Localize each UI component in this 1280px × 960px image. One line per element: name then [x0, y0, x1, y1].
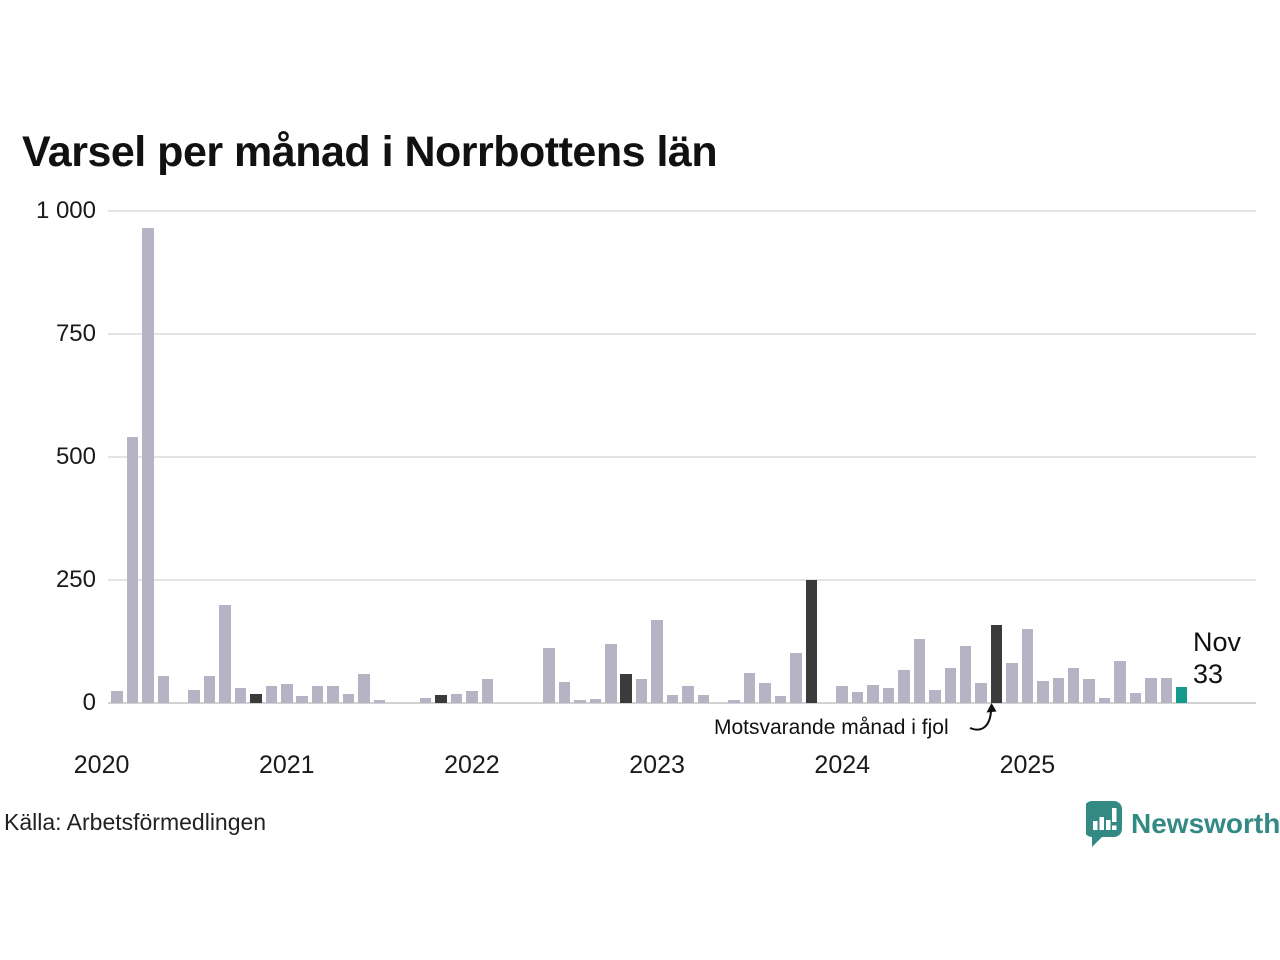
bar-2024-03 — [867, 684, 879, 703]
bar-2021-06 — [358, 673, 370, 703]
bar-2022-10 — [605, 643, 617, 703]
bar-2025-02 — [1037, 680, 1049, 703]
bar-2020-05 — [157, 675, 170, 703]
bar-2020-02 — [111, 690, 123, 703]
annotation-text: Motsvarande månad i fjol — [714, 716, 949, 739]
y-tick-label: 750 — [55, 319, 96, 347]
y-tick-label: 0 — [82, 689, 96, 716]
y-tick-label: 250 — [55, 565, 96, 593]
bar-2024-08 — [944, 668, 956, 703]
bar-2020-11-compare — [250, 693, 262, 703]
bar-2023-07 — [743, 672, 756, 703]
gridline — [108, 209, 1256, 212]
bar-2022-09 — [589, 698, 602, 703]
x-tick-label: 2024 — [814, 751, 871, 779]
chart-title: Varsel per månad i Norrbottens län — [22, 128, 718, 176]
bar-2020-08 — [203, 676, 216, 703]
bar-2021-04 — [327, 685, 339, 703]
newsworthy-logo-text: Newsworthy — [1131, 808, 1280, 839]
bar-2025-03 — [1052, 678, 1064, 703]
x-tick-label: 2022 — [444, 751, 500, 779]
bar-2025-06 — [1098, 697, 1111, 703]
bar-2024-01 — [836, 686, 848, 703]
bar-2025-07 — [1114, 661, 1126, 703]
bar-2025-04 — [1067, 668, 1080, 703]
bar-2025-09 — [1145, 678, 1157, 703]
bar-2023-03 — [682, 685, 694, 703]
bar-2023-11-compare — [805, 579, 818, 703]
bar-2024-04 — [882, 687, 895, 703]
bar-2024-05 — [898, 670, 910, 703]
x-tick-label: 2021 — [258, 751, 315, 779]
bar-2025-11-current — [1175, 686, 1188, 703]
bar-2024-09 — [959, 645, 972, 703]
bar-2021-10 — [419, 698, 432, 703]
bar-2021-07 — [373, 699, 386, 703]
bar-2022-02 — [481, 678, 494, 703]
bar-2022-01 — [466, 690, 478, 703]
source-note: Källa: Arbetsförmedlingen — [4, 809, 267, 835]
bar-2023-01 — [651, 620, 663, 703]
bar-2024-11-compare — [990, 625, 1003, 703]
x-axis-line — [108, 702, 1256, 704]
bar-2020-03 — [126, 437, 139, 703]
bar-2020-09 — [219, 604, 231, 703]
bar-2024-12 — [1006, 663, 1018, 703]
bar-2023-06 — [728, 699, 740, 703]
bar-2024-02 — [851, 692, 864, 703]
bar-2025-01 — [1021, 629, 1034, 703]
bar-2021-12 — [450, 693, 463, 703]
bar-2024-07 — [929, 690, 941, 703]
bar-2020-12 — [265, 686, 278, 703]
bar-2020-10 — [234, 687, 247, 703]
x-tick-label: 2025 — [999, 751, 1056, 779]
bar-2021-01 — [281, 683, 293, 703]
x-tick-label: 2020 — [73, 751, 130, 779]
annotation-arrow-icon — [969, 703, 997, 731]
bar-2021-03 — [311, 685, 324, 703]
current-month-value: 33 — [1193, 658, 1224, 689]
bar-2023-08 — [759, 682, 771, 703]
bar-2021-02 — [296, 696, 308, 703]
gridline — [108, 455, 1256, 458]
bar-2023-09 — [774, 696, 787, 703]
current-month-name: Nov — [1193, 627, 1242, 657]
bar-2022-07 — [558, 682, 571, 703]
bar-2025-10 — [1160, 677, 1173, 703]
annotation-fjol: Motsvarande månad i fjol — [714, 716, 949, 740]
current-month-label: Nov 33 — [1193, 627, 1241, 690]
bar-2023-04 — [697, 694, 710, 703]
bar-2021-11-compare — [435, 695, 447, 703]
bar-2023-02 — [666, 694, 679, 703]
gridline — [108, 332, 1256, 335]
x-tick-label: 2023 — [629, 751, 685, 779]
bar-2022-12 — [635, 679, 648, 703]
bar-2025-05 — [1083, 678, 1095, 703]
newsworthy-logo-icon — [1086, 801, 1122, 847]
bar-2022-06 — [543, 647, 555, 703]
y-tick-label: 500 — [55, 442, 96, 470]
bar-2024-10 — [975, 682, 987, 703]
bar-2020-04 — [142, 227, 154, 703]
bar-2021-05 — [342, 693, 355, 703]
y-tick-label: 1 000 — [35, 196, 96, 224]
newsworthy-logo: Newsworthy — [1086, 800, 1280, 848]
gridline — [108, 578, 1256, 581]
bar-2023-10 — [790, 653, 802, 703]
bar-2024-06 — [913, 639, 926, 703]
bar-2022-08 — [574, 699, 586, 703]
bar-2025-08 — [1129, 692, 1142, 703]
bar-2020-07 — [188, 689, 200, 703]
bar-2022-11-compare — [620, 673, 632, 703]
